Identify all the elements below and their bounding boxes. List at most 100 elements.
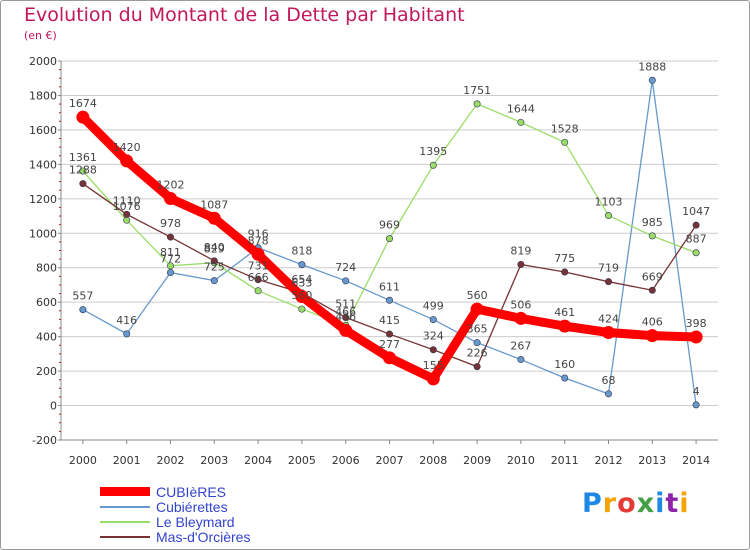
data-label: 775 bbox=[554, 252, 575, 265]
x-tick-label: 2003 bbox=[200, 454, 228, 467]
data-label: 969 bbox=[379, 219, 400, 232]
data-point bbox=[561, 374, 569, 382]
data-label: 506 bbox=[510, 298, 531, 311]
y-tick-label: 2000 bbox=[29, 55, 57, 68]
data-label: 985 bbox=[642, 216, 663, 229]
legend-swatch bbox=[100, 520, 150, 523]
y-tick-label: 600 bbox=[36, 296, 57, 309]
data-point bbox=[207, 211, 221, 225]
data-label: 819 bbox=[510, 244, 531, 257]
data-point bbox=[429, 316, 437, 324]
data-label: 277 bbox=[379, 338, 400, 351]
data-point bbox=[79, 180, 87, 188]
data-label: 1395 bbox=[419, 145, 447, 158]
x-tick-label: 2010 bbox=[507, 454, 535, 467]
data-point bbox=[342, 277, 350, 285]
data-point bbox=[123, 216, 131, 224]
data-point bbox=[561, 138, 569, 146]
data-label: 1751 bbox=[463, 84, 491, 97]
data-point bbox=[517, 118, 525, 126]
data-point bbox=[429, 346, 437, 354]
legend-swatch bbox=[100, 535, 150, 538]
data-label: 499 bbox=[423, 300, 444, 313]
data-point bbox=[167, 262, 175, 270]
data-label: 1076 bbox=[113, 200, 141, 213]
chart-title: Evolution du Montant de la Dette par Hab… bbox=[24, 4, 465, 26]
x-tick-label: 2012 bbox=[595, 454, 623, 467]
data-point bbox=[123, 330, 131, 338]
data-label: 1420 bbox=[113, 141, 141, 154]
data-label: 1644 bbox=[507, 102, 535, 115]
data-point bbox=[383, 351, 396, 365]
legend-item: Mas-d'Orcières bbox=[100, 529, 250, 545]
data-point bbox=[295, 289, 309, 303]
data-point bbox=[473, 100, 481, 108]
data-point bbox=[514, 311, 528, 325]
x-tick-label: 2014 bbox=[682, 454, 710, 467]
data-label: 4 bbox=[693, 385, 700, 398]
data-point bbox=[692, 221, 700, 229]
data-label: 1888 bbox=[638, 60, 666, 73]
logo-letter: x bbox=[636, 488, 656, 519]
data-label: 1288 bbox=[69, 164, 97, 177]
data-label: 68 bbox=[602, 374, 616, 387]
data-label: 772 bbox=[160, 253, 181, 266]
logo-letter: r bbox=[602, 488, 618, 519]
data-point bbox=[76, 110, 90, 124]
data-point bbox=[426, 372, 440, 386]
data-label: 719 bbox=[598, 262, 619, 275]
data-label: 511 bbox=[335, 298, 356, 311]
data-label: 654 bbox=[291, 273, 312, 286]
data-point bbox=[254, 276, 262, 284]
data-label: 324 bbox=[423, 330, 444, 343]
data-label: 415 bbox=[379, 314, 400, 327]
data-label: 840 bbox=[204, 241, 225, 254]
data-point bbox=[470, 302, 484, 316]
data-label: 887 bbox=[686, 233, 707, 246]
data-label: 406 bbox=[642, 316, 663, 329]
legend-swatch bbox=[100, 487, 150, 496]
data-point bbox=[648, 76, 656, 84]
x-tick-label: 2009 bbox=[463, 454, 491, 467]
x-tick-label: 2000 bbox=[69, 454, 97, 467]
data-label: 1087 bbox=[200, 198, 228, 211]
data-label: 1361 bbox=[69, 151, 97, 164]
x-tick-label: 2002 bbox=[157, 454, 185, 467]
data-label: 669 bbox=[642, 270, 663, 283]
data-label: 436 bbox=[335, 310, 356, 323]
y-tick-label: 1000 bbox=[29, 227, 57, 240]
legend-label: Le Bleymard bbox=[156, 513, 235, 530]
data-label: 611 bbox=[379, 280, 400, 293]
data-point bbox=[164, 191, 177, 205]
y-tick-label: 1800 bbox=[29, 89, 57, 102]
data-point bbox=[254, 287, 262, 295]
data-label: 1110 bbox=[113, 194, 141, 207]
data-point bbox=[123, 210, 131, 218]
data-label: 829 bbox=[204, 243, 225, 256]
data-point bbox=[692, 249, 700, 257]
data-point bbox=[558, 319, 572, 333]
data-point bbox=[79, 306, 87, 314]
data-point bbox=[645, 329, 659, 343]
data-point bbox=[692, 401, 700, 409]
data-point bbox=[298, 261, 306, 269]
data-label: 226 bbox=[467, 347, 488, 360]
x-tick-label: 2001 bbox=[113, 454, 141, 467]
data-point bbox=[298, 305, 306, 313]
data-label: 560 bbox=[467, 289, 488, 302]
data-label: 1528 bbox=[551, 122, 579, 135]
data-label: 1047 bbox=[682, 205, 710, 218]
x-tick-label: 2007 bbox=[376, 454, 404, 467]
data-point bbox=[561, 268, 569, 276]
legend-swatch bbox=[100, 505, 150, 508]
data-label: 731 bbox=[248, 260, 269, 273]
data-label: 633 bbox=[291, 276, 312, 289]
y-tick-label: 800 bbox=[36, 262, 57, 275]
data-point bbox=[167, 233, 175, 241]
data-label: 818 bbox=[291, 245, 312, 258]
data-point bbox=[167, 269, 175, 277]
data-point bbox=[648, 286, 656, 294]
data-label: 724 bbox=[335, 261, 356, 274]
data-label: 466 bbox=[335, 305, 356, 318]
data-point bbox=[602, 326, 615, 340]
